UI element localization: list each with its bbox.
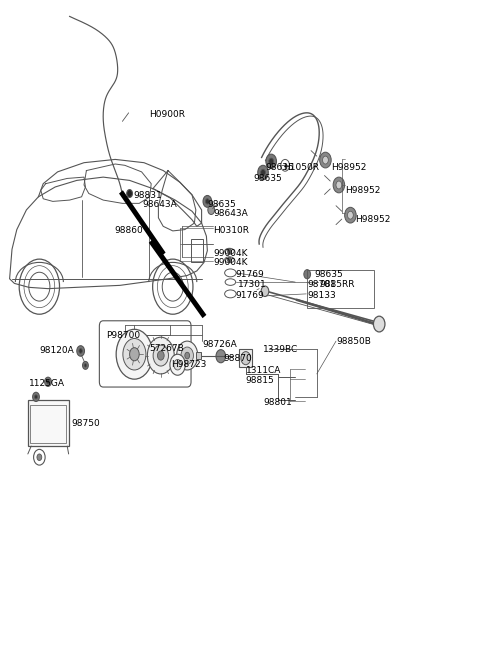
Circle shape xyxy=(261,286,269,297)
Circle shape xyxy=(181,347,193,364)
Circle shape xyxy=(47,380,49,384)
Circle shape xyxy=(177,341,198,370)
Circle shape xyxy=(373,316,385,332)
Circle shape xyxy=(174,359,181,370)
Bar xyxy=(28,400,69,446)
Text: 99004K: 99004K xyxy=(214,258,248,267)
Circle shape xyxy=(153,345,168,366)
Text: 57267B: 57267B xyxy=(149,344,183,354)
Text: 98750: 98750 xyxy=(71,419,100,428)
Circle shape xyxy=(269,158,274,165)
Circle shape xyxy=(157,351,164,360)
Text: 98120A: 98120A xyxy=(39,346,74,356)
Text: H98723: H98723 xyxy=(171,360,206,369)
Circle shape xyxy=(127,190,132,197)
Text: 99004K: 99004K xyxy=(214,249,248,258)
Circle shape xyxy=(77,346,84,356)
Text: 1339BC: 1339BC xyxy=(263,345,298,354)
Text: 98831: 98831 xyxy=(133,191,162,200)
Text: 98815: 98815 xyxy=(246,376,275,385)
Text: 91769: 91769 xyxy=(235,270,264,279)
Circle shape xyxy=(345,207,356,223)
Text: 98860: 98860 xyxy=(114,226,143,236)
Circle shape xyxy=(323,156,328,164)
Circle shape xyxy=(83,361,88,369)
Text: H0900R: H0900R xyxy=(149,110,185,119)
Text: H98952: H98952 xyxy=(355,215,391,224)
Text: 98635: 98635 xyxy=(265,163,294,172)
Circle shape xyxy=(116,329,153,379)
Circle shape xyxy=(79,348,83,354)
Circle shape xyxy=(203,195,212,207)
Text: 98726A: 98726A xyxy=(203,340,237,349)
Text: 17301: 17301 xyxy=(238,279,266,289)
Circle shape xyxy=(266,154,276,169)
Circle shape xyxy=(216,350,226,363)
Circle shape xyxy=(348,211,353,219)
Circle shape xyxy=(320,152,331,168)
Text: H0310R: H0310R xyxy=(214,226,250,236)
Circle shape xyxy=(208,205,215,215)
Circle shape xyxy=(35,395,37,399)
Circle shape xyxy=(37,454,42,461)
Circle shape xyxy=(241,352,251,365)
Text: 9885RR: 9885RR xyxy=(320,279,355,289)
Polygon shape xyxy=(119,190,166,256)
Text: 98801: 98801 xyxy=(263,398,292,407)
Circle shape xyxy=(304,270,311,279)
Circle shape xyxy=(228,249,231,254)
Circle shape xyxy=(205,199,209,204)
Circle shape xyxy=(336,181,342,189)
Circle shape xyxy=(228,257,231,262)
Text: 98643A: 98643A xyxy=(142,200,177,209)
Text: 98133: 98133 xyxy=(308,291,336,300)
Text: 98635: 98635 xyxy=(253,174,282,183)
Text: 98635: 98635 xyxy=(314,270,343,279)
Circle shape xyxy=(123,338,146,370)
Text: 91769: 91769 xyxy=(235,291,264,300)
Circle shape xyxy=(170,354,185,375)
Text: 98850B: 98850B xyxy=(336,337,371,346)
Text: 98643A: 98643A xyxy=(214,209,248,218)
Text: 1125GA: 1125GA xyxy=(29,379,65,388)
Text: 98701: 98701 xyxy=(308,279,336,289)
Text: P98700: P98700 xyxy=(107,331,141,340)
Bar xyxy=(307,270,374,308)
Bar xyxy=(30,405,66,443)
Text: H98952: H98952 xyxy=(331,163,367,172)
Circle shape xyxy=(258,165,268,180)
Text: H1050R: H1050R xyxy=(283,163,319,172)
Circle shape xyxy=(185,352,190,359)
Circle shape xyxy=(45,377,51,386)
Circle shape xyxy=(261,169,265,176)
Text: 98870: 98870 xyxy=(223,354,252,363)
Circle shape xyxy=(33,392,39,401)
Bar xyxy=(239,349,252,367)
Circle shape xyxy=(84,363,87,367)
Circle shape xyxy=(333,177,345,193)
Text: 1311CA: 1311CA xyxy=(246,366,281,375)
Circle shape xyxy=(147,337,174,374)
Circle shape xyxy=(130,348,139,361)
Text: 98635: 98635 xyxy=(207,200,236,209)
Bar xyxy=(191,239,203,262)
Bar xyxy=(196,352,201,359)
Polygon shape xyxy=(149,239,206,318)
Text: H98952: H98952 xyxy=(345,186,380,195)
